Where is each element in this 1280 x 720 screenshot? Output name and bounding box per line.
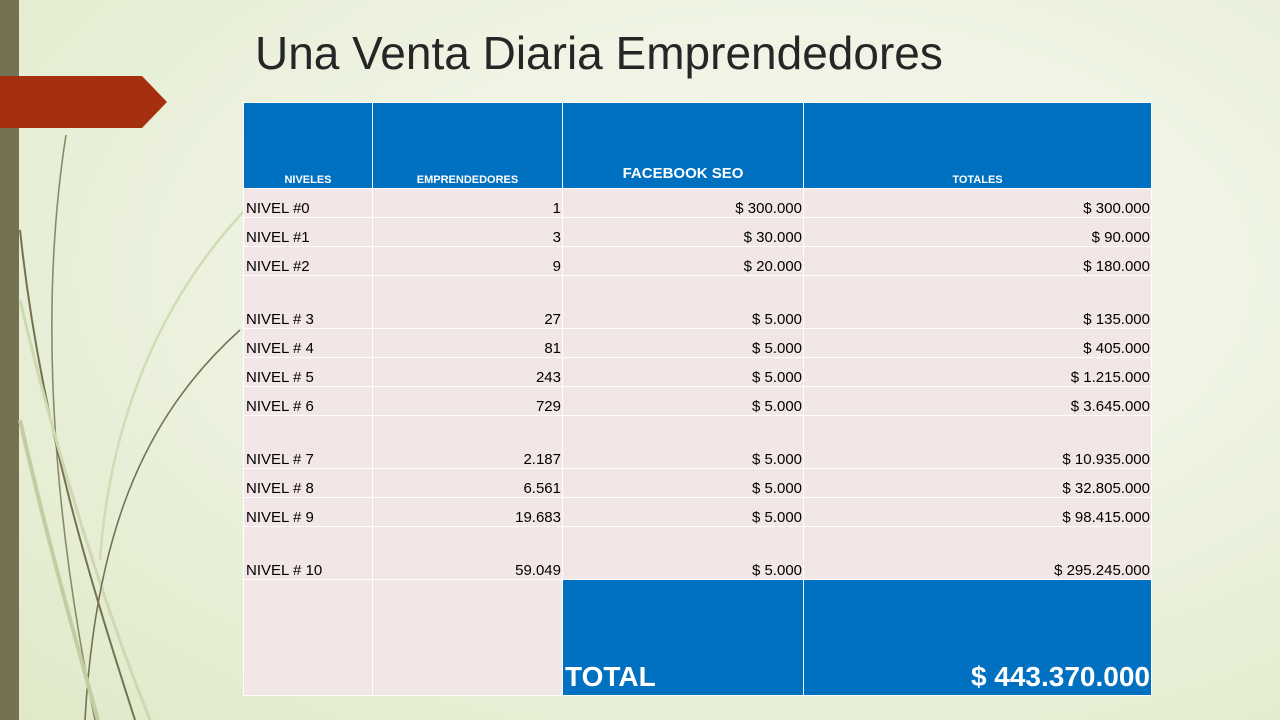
entrepreneurs-cell: 1 bbox=[372, 188, 563, 218]
slide-title: Una Venta Diaria Emprendedores bbox=[255, 27, 943, 79]
entrepreneurs-cell: 729 bbox=[372, 386, 563, 416]
facebook-seo-cell: $ 5.000 bbox=[562, 526, 804, 580]
level-cell: NIVEL # 5 bbox=[243, 357, 373, 387]
table-header-row: NIVELES EMPRENDEDORES FACEBOOK SEO TOTAL… bbox=[243, 102, 1152, 189]
entrepreneurs-cell: 243 bbox=[372, 357, 563, 387]
entrepreneurs-cell: 27 bbox=[372, 275, 563, 329]
level-cell: NIVEL # 10 bbox=[243, 526, 373, 580]
left-decorative-bar bbox=[0, 0, 19, 720]
facebook-seo-cell: $ 5.000 bbox=[562, 328, 804, 358]
total-cell: $ 135.000 bbox=[803, 275, 1152, 329]
facebook-seo-cell: $ 5.000 bbox=[562, 275, 804, 329]
accent-arrow-tab bbox=[0, 76, 167, 128]
total-cell: $ 32.805.000 bbox=[803, 468, 1152, 498]
header-totales: TOTALES bbox=[803, 102, 1152, 189]
table-row: NIVEL #0 1 $ 300.000 $ 300.000 bbox=[243, 188, 1152, 218]
table-row: NIVEL #1 3 $ 30.000 $ 90.000 bbox=[243, 217, 1152, 247]
level-cell: NIVEL # 9 bbox=[243, 497, 373, 527]
table-row: NIVEL # 8 6.561 $ 5.000 $ 32.805.000 bbox=[243, 468, 1152, 498]
table-row: NIVEL # 10 59.049 $ 5.000 $ 295.245.000 bbox=[243, 526, 1152, 580]
level-cell: NIVEL # 7 bbox=[243, 415, 373, 469]
entrepreneurs-cell: 81 bbox=[372, 328, 563, 358]
entrepreneurs-cell: 2.187 bbox=[372, 415, 563, 469]
facebook-seo-cell: $ 5.000 bbox=[562, 497, 804, 527]
table-row: NIVEL # 5 243 $ 5.000 $ 1.215.000 bbox=[243, 357, 1152, 387]
levels-table: NIVELES EMPRENDEDORES FACEBOOK SEO TOTAL… bbox=[243, 102, 1152, 696]
table-row: NIVEL # 7 2.187 $ 5.000 $ 10.935.000 bbox=[243, 415, 1152, 469]
entrepreneurs-cell: 3 bbox=[372, 217, 563, 247]
facebook-seo-cell: $ 5.000 bbox=[562, 468, 804, 498]
table-row: NIVEL # 3 27 $ 5.000 $ 135.000 bbox=[243, 275, 1152, 329]
facebook-seo-cell: $ 5.000 bbox=[562, 386, 804, 416]
entrepreneurs-cell: 19.683 bbox=[372, 497, 563, 527]
level-cell: NIVEL # 4 bbox=[243, 328, 373, 358]
level-cell: NIVEL #0 bbox=[243, 188, 373, 218]
entrepreneurs-cell: 59.049 bbox=[372, 526, 563, 580]
header-niveles: NIVELES bbox=[243, 102, 373, 189]
facebook-seo-cell: $ 5.000 bbox=[562, 415, 804, 469]
facebook-seo-cell: $ 30.000 bbox=[562, 217, 804, 247]
total-value: $ 443.370.000 bbox=[803, 579, 1152, 696]
header-facebook-seo: FACEBOOK SEO bbox=[562, 102, 804, 189]
level-cell: NIVEL # 8 bbox=[243, 468, 373, 498]
empty-cell bbox=[243, 579, 373, 696]
empty-cell bbox=[372, 579, 563, 696]
table-total-row: TOTAL $ 443.370.000 bbox=[243, 579, 1152, 696]
table-row: NIVEL # 9 19.683 $ 5.000 $ 98.415.000 bbox=[243, 497, 1152, 527]
entrepreneurs-cell: 6.561 bbox=[372, 468, 563, 498]
level-cell: NIVEL # 3 bbox=[243, 275, 373, 329]
level-cell: NIVEL #1 bbox=[243, 217, 373, 247]
total-label: TOTAL bbox=[562, 579, 804, 696]
facebook-seo-cell: $ 5.000 bbox=[562, 357, 804, 387]
total-cell: $ 180.000 bbox=[803, 246, 1152, 276]
facebook-seo-cell: $ 300.000 bbox=[562, 188, 804, 218]
total-cell: $ 300.000 bbox=[803, 188, 1152, 218]
decorative-stems bbox=[18, 134, 246, 720]
total-cell: $ 295.245.000 bbox=[803, 526, 1152, 580]
table-row: NIVEL # 6 729 $ 5.000 $ 3.645.000 bbox=[243, 386, 1152, 416]
total-cell: $ 405.000 bbox=[803, 328, 1152, 358]
level-cell: NIVEL #2 bbox=[243, 246, 373, 276]
level-cell: NIVEL # 6 bbox=[243, 386, 373, 416]
header-emprendedores: EMPRENDEDORES bbox=[372, 102, 563, 189]
entrepreneurs-cell: 9 bbox=[372, 246, 563, 276]
total-cell: $ 10.935.000 bbox=[803, 415, 1152, 469]
total-cell: $ 98.415.000 bbox=[803, 497, 1152, 527]
total-cell: $ 90.000 bbox=[803, 217, 1152, 247]
facebook-seo-cell: $ 20.000 bbox=[562, 246, 804, 276]
table-row: NIVEL #2 9 $ 20.000 $ 180.000 bbox=[243, 246, 1152, 276]
table-row: NIVEL # 4 81 $ 5.000 $ 405.000 bbox=[243, 328, 1152, 358]
total-cell: $ 3.645.000 bbox=[803, 386, 1152, 416]
total-cell: $ 1.215.000 bbox=[803, 357, 1152, 387]
